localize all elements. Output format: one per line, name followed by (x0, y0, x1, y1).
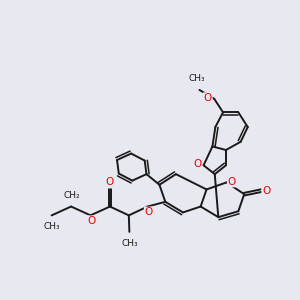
Text: CH₃: CH₃ (122, 239, 138, 248)
Text: O: O (193, 159, 201, 170)
Text: O: O (204, 93, 212, 103)
Text: O: O (228, 176, 236, 187)
Text: O: O (106, 177, 114, 188)
Text: CH₂: CH₂ (63, 191, 80, 200)
Text: O: O (262, 186, 270, 196)
Text: CH₃: CH₃ (188, 74, 205, 83)
Text: O: O (145, 207, 153, 218)
Text: O: O (88, 216, 96, 226)
Text: CH₃: CH₃ (44, 222, 61, 231)
